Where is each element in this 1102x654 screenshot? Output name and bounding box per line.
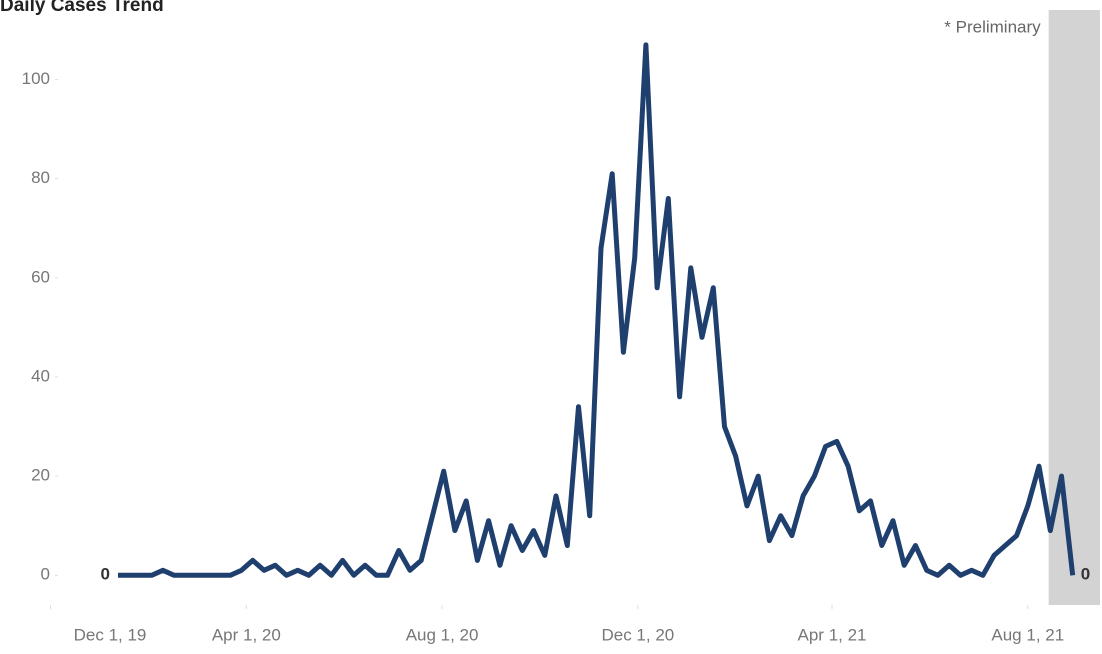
line [118, 42, 1076, 578]
annotation: * Preliminary [944, 17, 1041, 36]
y-tick-label: 60 [31, 267, 50, 286]
x-tick-label: Aug 1, 20 [406, 625, 479, 644]
preliminary-band [1048, 10, 1100, 605]
x-tick-label: Dec 1, 20 [601, 625, 674, 644]
y-tick-label: 40 [31, 366, 50, 385]
chart-title: Daily Cases Trend [0, 0, 164, 16]
x-tick-label: Apr 1, 20 [212, 625, 281, 644]
data-label: 0 [1081, 565, 1090, 584]
x-tick-label: Apr 1, 21 [798, 625, 867, 644]
x-tick-label: Dec 1, 19 [74, 625, 147, 644]
y-tick-label: 100 [22, 69, 50, 88]
y-tick-label: 0 [41, 565, 50, 584]
data-label: 0 [100, 565, 109, 584]
y-tick-label: 80 [31, 168, 50, 187]
x-tick-label: Aug 1, 21 [991, 625, 1064, 644]
y-tick-label: 20 [31, 466, 50, 485]
